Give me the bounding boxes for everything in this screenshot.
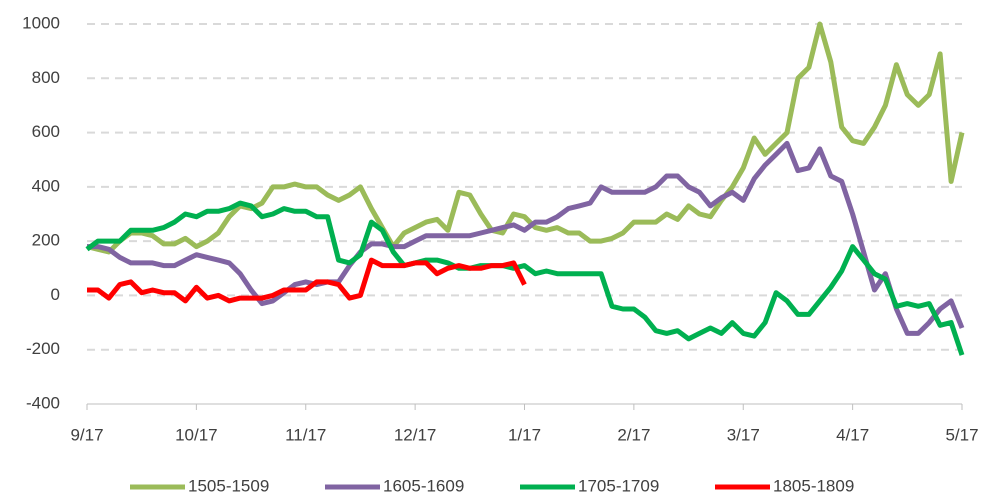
x-tick-label: 9/17 [70, 425, 103, 444]
y-tick-label: 800 [32, 68, 60, 87]
x-tick-label: 1/17 [508, 425, 541, 444]
x-tick-label: 10/17 [175, 425, 218, 444]
series-line [85, 200, 965, 356]
legend-label: 1805-1809 [773, 476, 854, 495]
x-tick-label: 11/17 [285, 425, 326, 444]
y-tick-label: 1000 [22, 13, 60, 32]
y-tick-label: 0 [51, 285, 60, 304]
legend-label: 1505-1509 [188, 476, 269, 495]
y-tick-label: 600 [32, 122, 60, 141]
x-tick-label: 2/17 [617, 425, 650, 444]
x-tick-label: 5/17 [945, 425, 978, 444]
x-tick-label: 4/17 [836, 425, 869, 444]
x-tick-label: 3/17 [727, 425, 760, 444]
series-line [87, 257, 527, 304]
x-tick-label: 12/17 [394, 425, 437, 444]
series-line [87, 140, 965, 336]
series-line [86, 21, 965, 255]
y-tick-label: -400 [26, 393, 60, 412]
legend-label: 1705-1709 [578, 476, 659, 495]
legend-label: 1605-1609 [383, 476, 464, 495]
y-tick-label: 400 [32, 176, 60, 195]
y-tick-label: 200 [32, 231, 60, 250]
y-tick-label: -200 [26, 339, 60, 358]
